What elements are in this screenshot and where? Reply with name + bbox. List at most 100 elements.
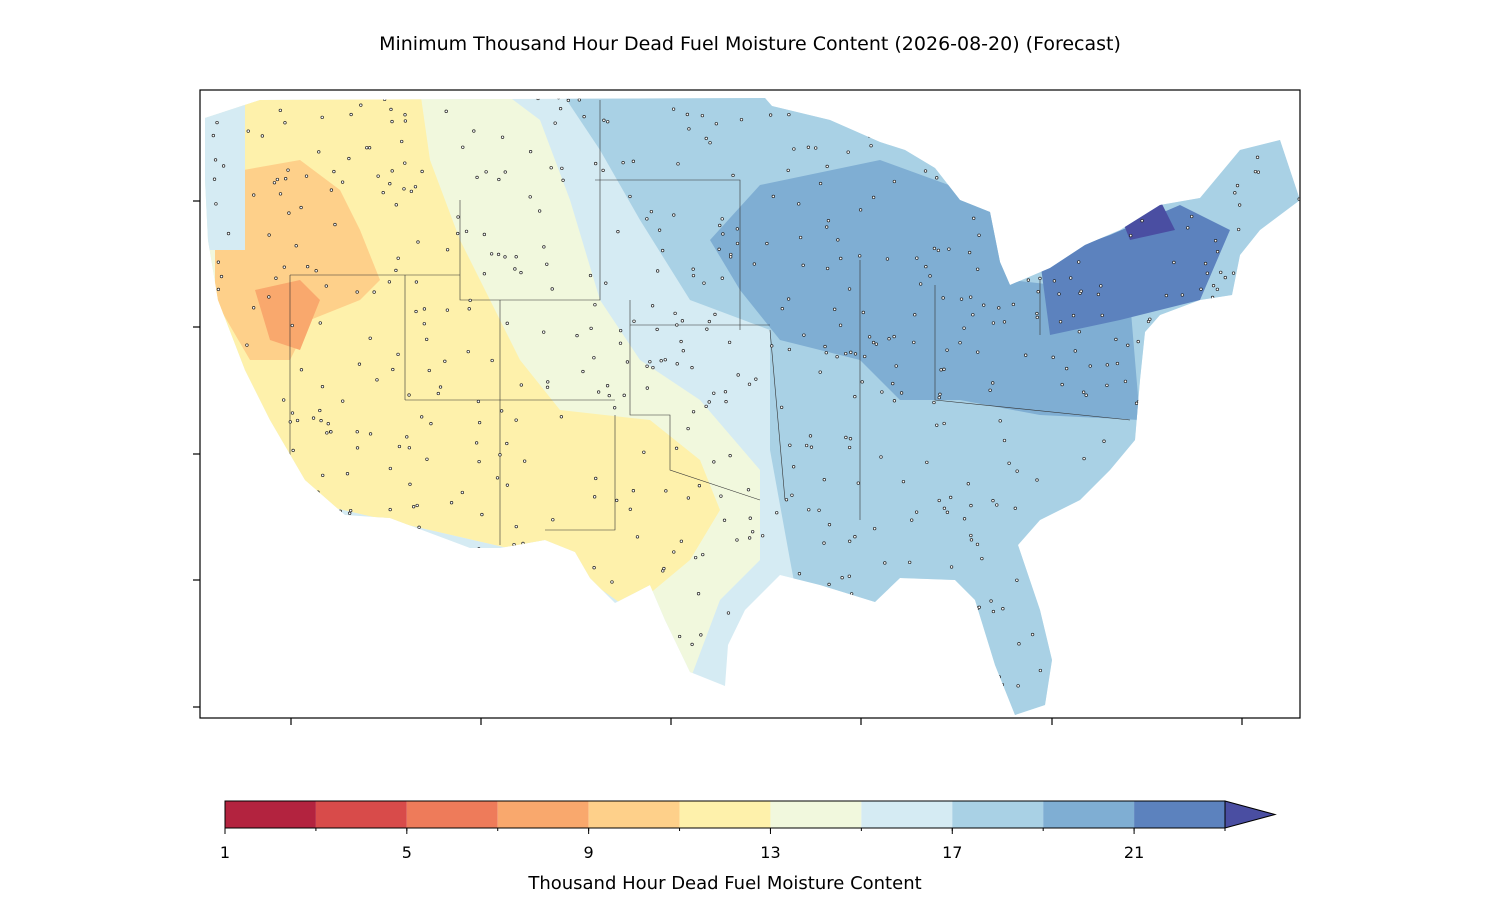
station	[514, 524, 518, 529]
station	[553, 625, 558, 629]
station	[332, 169, 336, 174]
station	[513, 267, 517, 271]
station	[304, 174, 309, 178]
station	[814, 146, 818, 150]
station	[817, 649, 821, 653]
station	[1172, 260, 1176, 265]
station	[891, 694, 895, 698]
station	[856, 481, 860, 485]
station	[1023, 266, 1028, 270]
station	[935, 669, 939, 673]
station	[221, 473, 225, 477]
station	[1257, 451, 1261, 456]
station	[396, 352, 400, 357]
station	[246, 707, 250, 712]
station	[658, 678, 662, 682]
station	[1035, 311, 1039, 316]
station	[958, 341, 962, 345]
station	[827, 523, 832, 527]
station	[1253, 328, 1257, 332]
station	[1096, 292, 1101, 297]
station	[1015, 107, 1019, 112]
station	[1153, 663, 1157, 667]
station	[1002, 320, 1007, 324]
station	[478, 577, 482, 581]
station	[867, 134, 872, 138]
station	[548, 558, 552, 562]
station	[1203, 261, 1208, 266]
station	[696, 592, 701, 596]
station	[403, 119, 408, 123]
station	[238, 578, 242, 582]
station	[321, 588, 325, 592]
station	[728, 454, 732, 458]
station	[691, 273, 696, 278]
station	[348, 511, 352, 515]
station	[519, 383, 523, 387]
station	[887, 337, 891, 341]
station	[1126, 343, 1130, 347]
station	[215, 120, 219, 125]
station	[326, 422, 330, 426]
colorbar-label: Thousand Hour Dead Fuel Moisture Content	[527, 873, 921, 894]
station	[849, 626, 853, 630]
station	[320, 115, 324, 120]
station	[347, 643, 352, 647]
station	[938, 628, 942, 632]
station	[1170, 323, 1175, 328]
station	[729, 255, 733, 259]
colorbar: 1 5 9 13 17 21	[220, 800, 1277, 862]
station	[681, 349, 685, 353]
station	[648, 360, 652, 364]
station	[1215, 127, 1219, 131]
station	[428, 693, 432, 698]
station	[1264, 678, 1268, 682]
station	[468, 298, 472, 303]
station	[1156, 616, 1161, 620]
colorbar-bin	[679, 801, 771, 828]
station	[739, 117, 744, 122]
station	[1102, 164, 1106, 168]
station	[885, 257, 890, 261]
station	[942, 421, 946, 426]
station	[844, 435, 848, 440]
station	[959, 297, 964, 301]
station	[1266, 688, 1270, 692]
station	[991, 321, 996, 325]
station	[787, 112, 791, 117]
station	[510, 653, 515, 657]
station	[730, 661, 735, 665]
station	[1238, 545, 1242, 550]
station	[1185, 312, 1189, 317]
station	[676, 162, 680, 166]
station	[931, 98, 936, 101]
station	[1237, 227, 1241, 232]
station	[498, 453, 502, 457]
station	[911, 670, 915, 675]
station	[310, 701, 315, 705]
station	[536, 681, 541, 685]
station	[582, 115, 586, 119]
station	[245, 343, 249, 347]
station	[228, 467, 232, 471]
station	[443, 359, 447, 363]
station	[498, 684, 502, 688]
station	[517, 555, 521, 559]
station	[704, 404, 708, 409]
station	[375, 630, 380, 634]
station	[287, 211, 291, 215]
station	[894, 364, 898, 368]
station	[790, 619, 794, 623]
station	[806, 145, 811, 149]
station	[702, 281, 706, 285]
station	[712, 391, 716, 395]
colorbar-bin	[588, 801, 680, 828]
station	[587, 689, 591, 693]
station	[270, 525, 274, 529]
station	[606, 120, 610, 124]
station	[230, 618, 235, 622]
station	[817, 638, 821, 642]
station	[1122, 701, 1126, 706]
station	[394, 268, 398, 273]
station	[995, 146, 1000, 150]
